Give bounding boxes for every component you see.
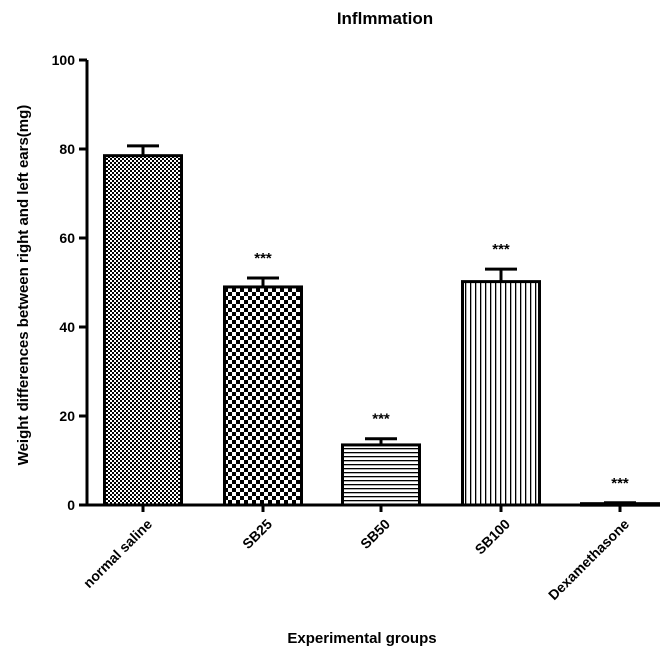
x-tick-labels: normal saline SB25 SB50 SB100 Dexamethasone [80,505,632,603]
x-axis-title: Experimental groups [287,630,436,647]
x-tick-label: SB25 [239,516,275,552]
chart-title: Inflmmation [337,9,433,28]
error-bars [127,144,636,505]
significance-label: *** [492,241,510,258]
y-tick-label: 60 [59,230,75,246]
significance-label: *** [611,475,629,492]
y-tick-label: 100 [52,52,76,68]
significance-label: *** [254,250,272,267]
x-tick-label: normal saline [80,516,155,591]
y-axis-title: Weight differences between right and lef… [15,105,32,466]
significance-label: *** [372,411,390,428]
bar [223,285,303,507]
bar [341,443,421,507]
significance-labels: *** *** *** *** [254,241,629,492]
x-tick-label: SB50 [357,516,393,552]
y-tick-label: 20 [59,408,75,424]
y-tick-label: 40 [59,319,75,335]
bar [103,154,183,507]
y-ticks: 0 20 40 60 80 100 [52,52,87,513]
y-tick-label: 0 [67,497,75,513]
x-tick-label: Dexamethasone [545,516,632,603]
x-tick-label: SB100 [472,516,514,558]
bar [461,280,541,507]
y-tick-label: 80 [59,141,75,157]
bars [103,154,660,507]
